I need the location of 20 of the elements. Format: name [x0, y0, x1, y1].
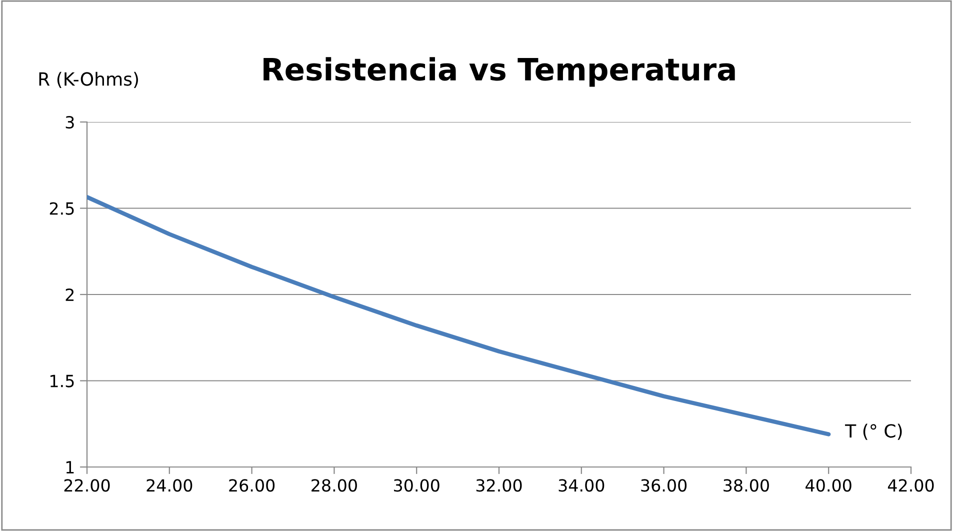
y-tick-label: 3: [66, 116, 74, 129]
y-tick-label: 1: [66, 461, 74, 474]
x-tick-label: 22.00: [64, 479, 110, 492]
x-axis-title: T (° C): [845, 424, 902, 440]
x-tick-label: 28.00: [312, 479, 357, 492]
line-series: [87, 194, 831, 436]
x-tick-label: 32.00: [476, 479, 522, 492]
y-tick-label: 2: [66, 288, 74, 301]
x-tick-label: 26.00: [229, 479, 275, 492]
chart-title: Resistencia vs Temperatura: [264, 57, 735, 87]
x-tick-label: 36.00: [641, 479, 687, 492]
x-tick-label: 24.00: [146, 479, 192, 492]
x-tick-label: 30.00: [394, 479, 440, 492]
y-tick-label: 2.5: [50, 202, 74, 215]
y-axis-title: R (K-Ohms): [39, 72, 138, 88]
y-tick-label: 1.5: [50, 374, 74, 388]
x-tick-label: 34.00: [558, 479, 604, 492]
x-tick-label: 40.00: [806, 479, 852, 492]
x-tick-label: 42.00: [888, 479, 934, 492]
x-tick-label: 38.00: [724, 479, 769, 492]
